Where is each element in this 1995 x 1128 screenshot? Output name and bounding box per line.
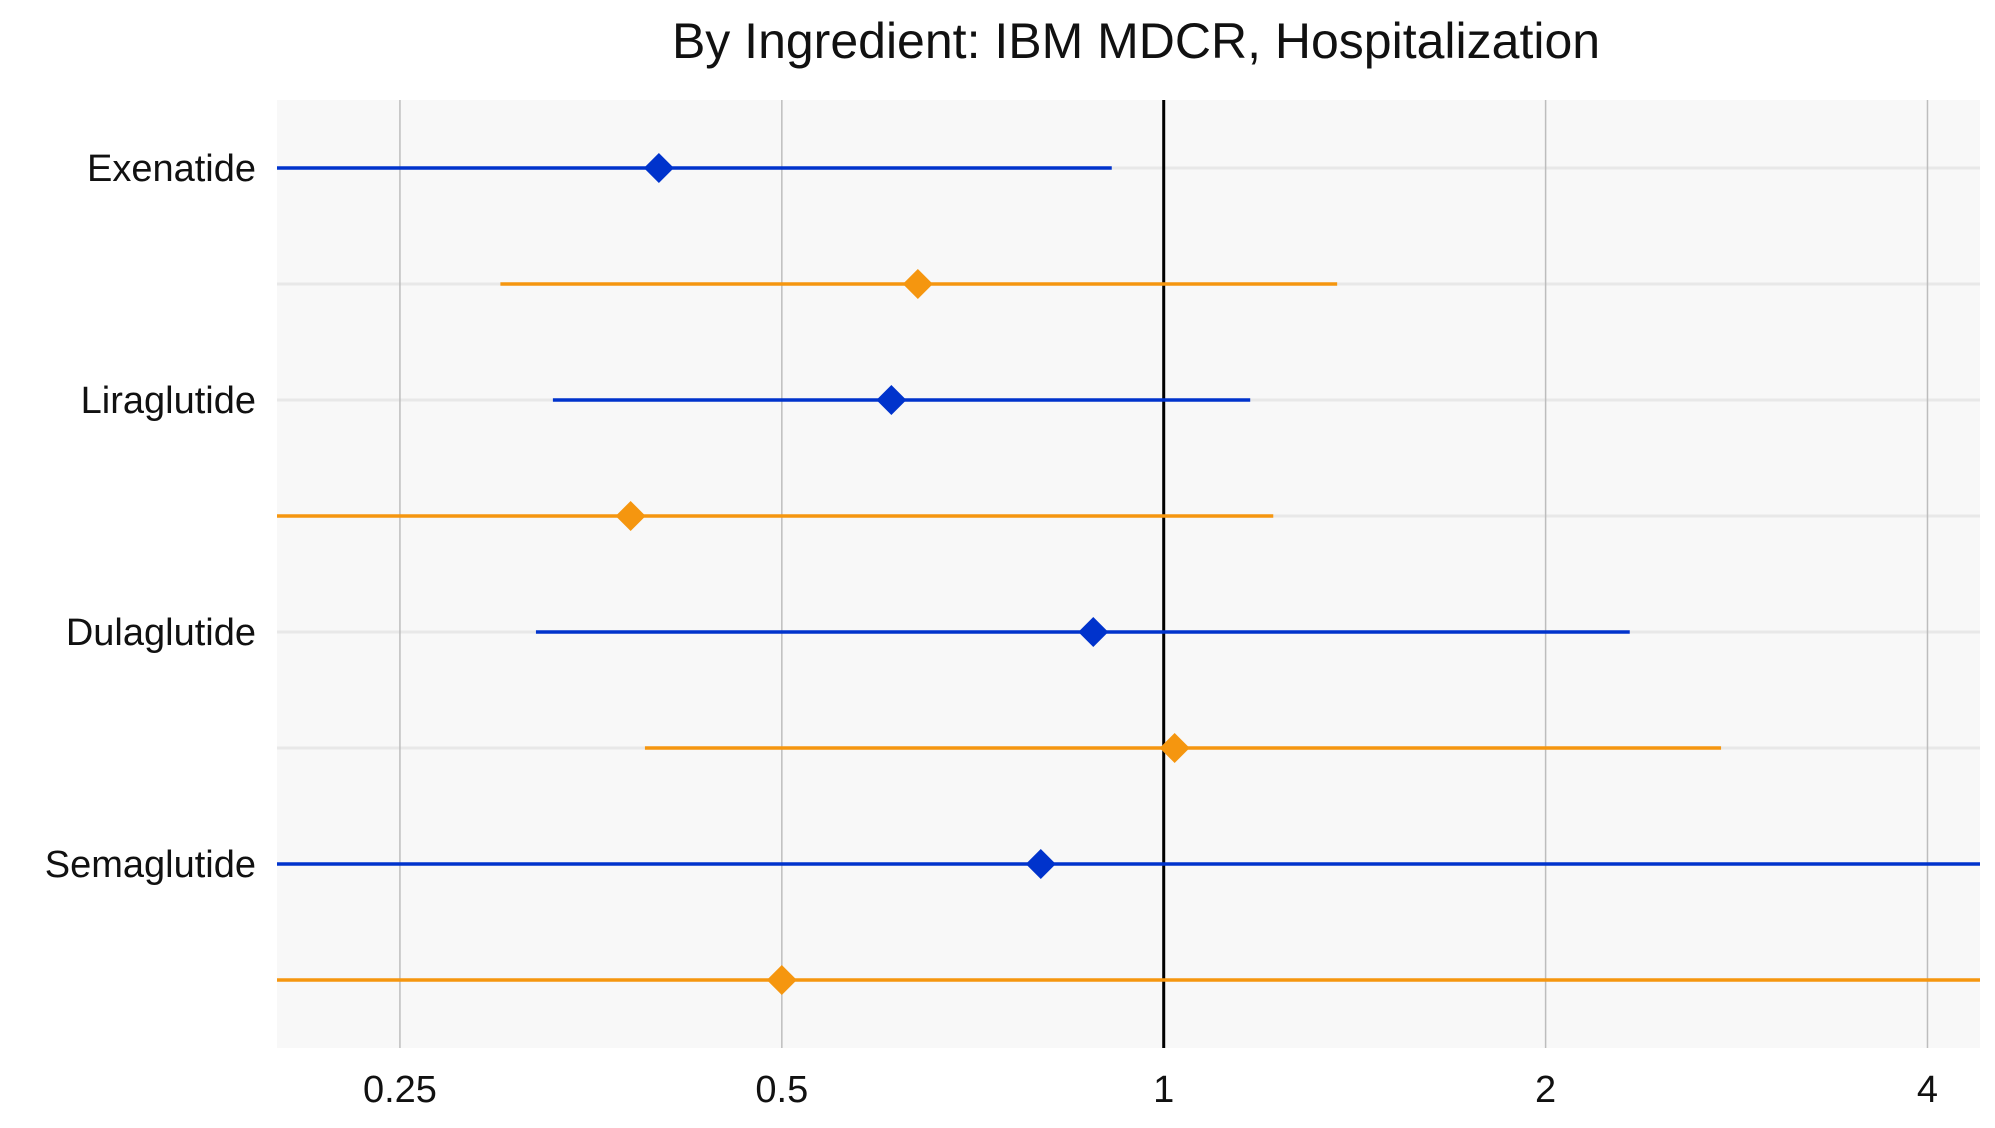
- point-estimate: [643, 153, 674, 183]
- point-estimate: [766, 965, 797, 995]
- x-tick-label: 1: [1153, 1069, 1174, 1111]
- x-tick-label: 4: [1917, 1069, 1938, 1111]
- x-gridlines: [399, 100, 1929, 1048]
- y-category-label: Dulaglutide: [66, 612, 256, 654]
- y-category-label: Semaglutide: [45, 844, 256, 886]
- y-axis-labels: Exenatide Liraglutide Dulaglutide Semagluti…: [45, 148, 256, 886]
- chart-title: By Ingredient: IBM MDCR, Hospitalization: [671, 13, 1601, 69]
- point-estimate: [1159, 733, 1190, 763]
- x-tick-label: 0.5: [755, 1069, 808, 1111]
- y-category-label: Exenatide: [87, 148, 256, 190]
- point-estimate: [876, 385, 907, 415]
- y-category-label: Liraglutide: [81, 380, 256, 422]
- point-estimates: [615, 153, 1190, 995]
- plot-panel: [277, 100, 1980, 1048]
- point-estimate: [1078, 617, 1109, 647]
- point-estimate: [1025, 849, 1056, 879]
- x-tick-label: 0.25: [363, 1069, 437, 1111]
- point-estimate: [615, 501, 646, 531]
- x-axis-labels: 0.25 0.5 1 2 4: [363, 1069, 1938, 1111]
- x-tick-label: 2: [1535, 1069, 1556, 1111]
- point-estimate: [902, 269, 933, 299]
